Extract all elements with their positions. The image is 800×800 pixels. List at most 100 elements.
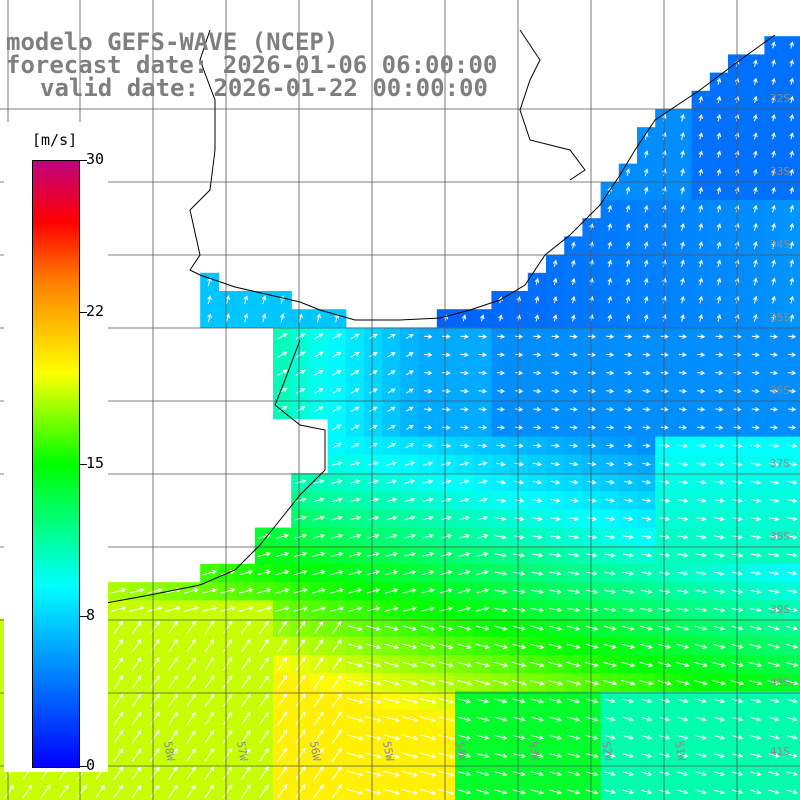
wind-arrow — [348, 606, 363, 612]
wind-arrow — [384, 625, 400, 631]
wind-arrow — [622, 771, 635, 777]
wind-arrow — [275, 551, 290, 557]
wind-arrow — [549, 607, 563, 613]
wind-arrow — [404, 497, 416, 503]
wind-arrow — [207, 276, 212, 287]
wind-arrow — [698, 186, 703, 195]
wind-arrow — [716, 77, 722, 85]
wind-arrow — [204, 693, 215, 707]
wind-arrow — [168, 693, 178, 707]
wind-arrow — [312, 533, 326, 539]
wind-arrow — [419, 788, 437, 795]
wind-arrow — [568, 516, 580, 522]
wind-arrow — [401, 716, 419, 723]
wind-arrow — [753, 259, 758, 268]
wind-arrow — [439, 625, 454, 631]
wind-arrow — [261, 295, 267, 305]
lat-label: 36S — [770, 384, 790, 397]
wind-arrow — [441, 443, 452, 449]
wind-arrow — [713, 789, 726, 795]
wind-arrow — [238, 588, 254, 594]
wind-arrow — [607, 204, 612, 213]
wind-arrow — [642, 461, 651, 467]
wind-arrow — [697, 388, 706, 394]
wind-arrow — [789, 313, 795, 322]
wind-arrow — [548, 661, 563, 668]
wind-arrow — [625, 259, 631, 268]
wind-arrow — [129, 606, 145, 612]
wind-arrow — [511, 679, 527, 686]
wind-arrow — [168, 638, 178, 653]
wind-arrow — [403, 570, 417, 576]
wind-arrow — [256, 606, 273, 612]
wind-arrow — [788, 334, 797, 339]
wind-arrow — [442, 388, 451, 394]
wind-arrow — [295, 729, 306, 744]
wind-arrow — [494, 607, 508, 613]
wind-arrow — [384, 588, 399, 594]
wind-arrow — [477, 479, 488, 485]
wind-arrow — [385, 515, 398, 521]
wind-arrow — [623, 516, 634, 522]
wind-arrow — [680, 313, 685, 322]
wind-arrow — [678, 352, 688, 358]
wind-arrow — [149, 657, 160, 671]
wind-arrow — [168, 711, 178, 726]
wind-arrow — [769, 370, 779, 376]
wind-arrow — [643, 186, 649, 195]
wind-arrow — [494, 771, 508, 777]
wind-arrow — [789, 204, 795, 213]
wind-arrow — [347, 734, 364, 741]
wind-arrow — [716, 259, 722, 268]
wind-arrow — [548, 716, 563, 722]
wind-arrow — [768, 552, 780, 558]
wind-arrow — [441, 479, 452, 484]
lon-label: 57W — [234, 740, 250, 762]
wind-arrow — [131, 729, 142, 744]
wind-arrow — [677, 716, 689, 722]
wind-arrow — [604, 698, 616, 704]
wind-arrow — [767, 643, 781, 649]
wind-arrow — [314, 369, 324, 376]
wind-arrow — [331, 461, 343, 466]
wind-arrow — [494, 734, 508, 740]
wind-arrow — [680, 131, 685, 140]
wind-arrow — [384, 643, 400, 650]
wind-arrow — [641, 534, 652, 540]
wind-arrow — [347, 788, 364, 795]
wind-arrow — [496, 425, 506, 430]
wind-arrow — [677, 698, 689, 704]
wind-arrow — [494, 753, 508, 759]
colorbar-label-22: 22 — [86, 302, 105, 320]
wind-arrow — [680, 259, 685, 268]
wind-arrow — [715, 406, 724, 412]
wind-arrow — [295, 656, 306, 671]
wind-arrow — [365, 661, 382, 668]
wind-arrow — [677, 443, 689, 449]
wind-arrow — [350, 461, 361, 466]
wind-arrow — [768, 716, 780, 722]
wind-arrow — [604, 753, 616, 758]
wind-arrow — [606, 334, 615, 339]
wind-arrow — [625, 314, 631, 322]
wind-arrow — [677, 589, 689, 594]
wind-arrow — [476, 698, 490, 704]
wind-arrow — [384, 661, 400, 668]
wind-arrow — [624, 352, 633, 358]
wind-arrow — [365, 697, 382, 704]
wind-arrow — [457, 753, 472, 759]
wind-arrow — [788, 352, 797, 358]
wind-arrow — [677, 534, 689, 540]
wind-arrow — [569, 479, 579, 485]
wind-arrow — [586, 516, 598, 522]
wind-arrow — [676, 662, 690, 668]
wind-arrow — [751, 370, 760, 376]
wind-arrow — [475, 679, 491, 686]
wind-arrow — [440, 497, 452, 503]
wind-arrow — [551, 461, 561, 467]
wind-arrow — [768, 571, 780, 576]
wind-arrow — [585, 789, 599, 795]
wind-arrow — [697, 334, 706, 339]
wind-arrow — [716, 295, 722, 304]
wind-arrow — [771, 77, 776, 85]
